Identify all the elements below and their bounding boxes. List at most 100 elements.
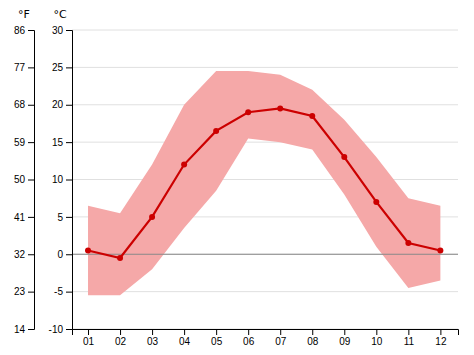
marker bbox=[245, 109, 251, 115]
grid-line bbox=[72, 30, 458, 31]
grid-line bbox=[72, 142, 458, 143]
range-band bbox=[88, 71, 440, 295]
tick: 04 bbox=[179, 329, 191, 347]
marker bbox=[309, 113, 315, 119]
marker bbox=[373, 199, 379, 205]
marker bbox=[341, 154, 347, 160]
axis-title: °F bbox=[18, 8, 30, 21]
tick: 25 bbox=[52, 62, 72, 73]
tick-label: 05 bbox=[211, 336, 223, 347]
tick: -5 bbox=[54, 286, 72, 297]
tick-mark bbox=[344, 329, 345, 335]
tick: 07 bbox=[275, 329, 287, 347]
tick: 41 bbox=[14, 212, 34, 223]
grid-line bbox=[72, 67, 458, 68]
tick: 68 bbox=[14, 99, 34, 110]
tick-mark bbox=[66, 105, 72, 106]
plot: 010203040506070809101112-10-505101520253… bbox=[14, 8, 459, 347]
tick: 10 bbox=[371, 329, 383, 347]
tick: 77 bbox=[14, 62, 34, 73]
tick: 0 bbox=[57, 249, 72, 260]
tick: 03 bbox=[147, 329, 159, 347]
tick: 01 bbox=[83, 329, 95, 347]
tick-label: 10 bbox=[52, 174, 64, 185]
tick: 50 bbox=[14, 174, 34, 185]
tick: 30 bbox=[52, 25, 72, 36]
tick: 10 bbox=[52, 174, 72, 185]
tick: 02 bbox=[115, 329, 127, 347]
tick-mark bbox=[28, 292, 34, 293]
tick: 23 bbox=[14, 286, 34, 297]
tick-label: 30 bbox=[52, 25, 64, 36]
tick-mark bbox=[28, 30, 34, 31]
tick-label: 08 bbox=[307, 336, 319, 347]
tick-mark bbox=[216, 329, 217, 335]
tick-label: 12 bbox=[435, 336, 447, 347]
tick-mark bbox=[440, 329, 441, 335]
tick: 06 bbox=[243, 329, 255, 347]
tick-label: 23 bbox=[14, 286, 26, 297]
axis-line bbox=[73, 330, 459, 336]
tick-label: 25 bbox=[52, 62, 64, 73]
marker bbox=[117, 255, 123, 261]
tick-mark bbox=[120, 329, 121, 335]
y2-axis: 14 23 32 41 50 59 68 77 86 bbox=[14, 25, 35, 335]
tick: 15 bbox=[52, 137, 72, 148]
tick-label: 03 bbox=[147, 336, 159, 347]
tick-mark bbox=[408, 329, 409, 335]
tick-mark bbox=[28, 142, 34, 143]
tick-mark bbox=[66, 217, 72, 218]
tick-label: 14 bbox=[14, 324, 26, 335]
marker bbox=[405, 240, 411, 246]
tick-label: -5 bbox=[54, 286, 63, 297]
tick-mark bbox=[28, 329, 34, 330]
tick-label: 15 bbox=[52, 137, 64, 148]
tick-mark bbox=[66, 292, 72, 293]
marker bbox=[437, 248, 443, 254]
tick-label: 50 bbox=[14, 174, 26, 185]
tick-label: 5 bbox=[57, 212, 63, 223]
tick-mark bbox=[66, 67, 72, 68]
tick-label: 68 bbox=[14, 99, 26, 110]
tick-mark bbox=[66, 329, 72, 330]
axis-title: °C bbox=[53, 8, 67, 21]
tick-mark bbox=[152, 329, 153, 335]
axis-line bbox=[66, 31, 73, 330]
tick-mark bbox=[28, 67, 34, 68]
tick: 86 bbox=[14, 25, 34, 36]
marker bbox=[149, 214, 155, 220]
x-axis: 01 02 03 04 05 06 07 08 09 10 11 12 bbox=[73, 329, 459, 347]
tick-label: 59 bbox=[14, 137, 26, 148]
zero-line bbox=[72, 254, 458, 255]
tick: 32 bbox=[14, 249, 34, 260]
tick-label: 02 bbox=[115, 336, 127, 347]
tick-mark bbox=[376, 329, 377, 335]
tick-mark bbox=[184, 329, 185, 335]
tick-label: 32 bbox=[14, 249, 26, 260]
tick-mark bbox=[312, 329, 313, 335]
y-axis: -10-5051015202530 bbox=[49, 25, 73, 335]
tick-mark bbox=[66, 180, 72, 181]
tick-label: 20 bbox=[52, 99, 64, 110]
grid-line bbox=[72, 291, 458, 292]
tick-mark bbox=[248, 329, 249, 335]
tick: 59 bbox=[14, 137, 34, 148]
tick: 08 bbox=[307, 329, 319, 347]
tick-label: 07 bbox=[275, 336, 287, 347]
tick-mark bbox=[28, 105, 34, 106]
tick-label: 11 bbox=[404, 336, 415, 347]
grid-line bbox=[72, 254, 458, 255]
tick-mark bbox=[280, 329, 281, 335]
tick-mark bbox=[28, 217, 34, 218]
marker bbox=[181, 162, 187, 168]
tick-label: 09 bbox=[339, 336, 351, 347]
line bbox=[88, 108, 440, 258]
marker bbox=[277, 105, 283, 111]
tick-mark bbox=[28, 254, 34, 255]
tick: 14 bbox=[14, 324, 34, 335]
axis-line bbox=[28, 31, 35, 330]
tick: 5 bbox=[57, 212, 72, 223]
tick: 20 bbox=[52, 99, 72, 110]
tick-mark bbox=[28, 180, 34, 181]
tick-mark bbox=[66, 254, 72, 255]
